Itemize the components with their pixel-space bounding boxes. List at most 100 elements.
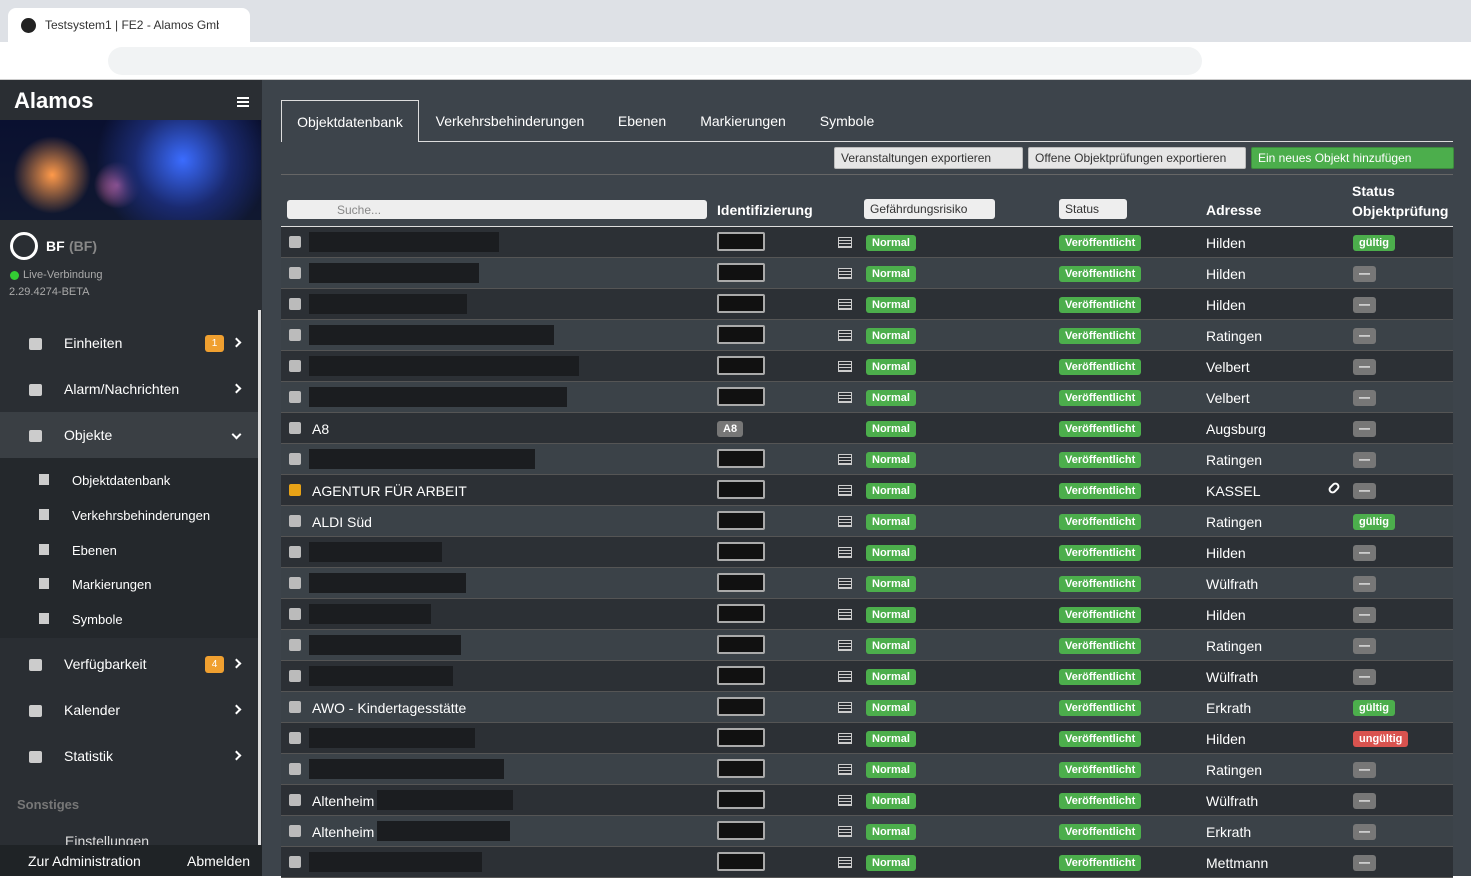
risk-badge: Normal xyxy=(866,390,916,406)
connection: Live-Verbindung xyxy=(23,269,103,281)
ident-redacted xyxy=(717,511,765,530)
object-name: A8 xyxy=(312,421,329,437)
table-row[interactable]: NormalVeröffentlichtHildengültig xyxy=(281,227,1453,258)
status-badge: Veröffentlicht xyxy=(1059,576,1141,592)
table-row[interactable]: NormalVeröffentlichtRatingen— xyxy=(281,320,1453,351)
table-row[interactable]: NormalVeröffentlichtMettmann— xyxy=(281,847,1453,878)
menu-badge: 1 xyxy=(205,335,224,352)
menu-item[interactable]: Statistik xyxy=(64,748,113,764)
risk-badge: Normal xyxy=(866,576,916,592)
banner-image xyxy=(0,120,261,220)
table-row[interactable]: AWO - KindertagesstätteNormalVeröffentli… xyxy=(281,692,1453,723)
submenu-item[interactable]: Verkehrsbehinderungen xyxy=(72,508,210,523)
tab[interactable]: Symbole xyxy=(803,100,891,142)
tab[interactable]: Verkehrsbehinderungen xyxy=(419,100,601,142)
status-badge: Veröffentlicht xyxy=(1059,638,1141,654)
menu-item[interactable]: Alarm/Nachrichten xyxy=(64,381,179,397)
table-row[interactable]: A8A8NormalVeröffentlichtAugsburg— xyxy=(281,413,1453,444)
check-badge: — xyxy=(1353,545,1376,561)
redacted xyxy=(309,542,442,562)
list-icon xyxy=(838,826,852,837)
menu-toggle[interactable] xyxy=(237,97,249,99)
address: Ratingen xyxy=(1206,328,1262,344)
check-badge: gültig xyxy=(1353,514,1395,530)
submenu-item[interactable]: Symbole xyxy=(72,612,123,627)
redacted xyxy=(377,790,513,810)
check-badge: — xyxy=(1353,266,1376,282)
redacted xyxy=(309,573,466,593)
tab-label: Objektdatenbank xyxy=(282,114,418,130)
toolbar-button[interactable]: Offene Objektprüfungen exportieren xyxy=(1028,147,1246,169)
submenu-icon xyxy=(39,613,49,624)
table-row[interactable]: NormalVeröffentlichtHildenungültig xyxy=(281,723,1453,754)
address: Ratingen xyxy=(1206,452,1262,468)
table-row[interactable]: NormalVeröffentlichtHilden— xyxy=(281,537,1453,568)
column-header[interactable]: Status xyxy=(1059,199,1127,219)
table-row[interactable]: NormalVeröffentlichtWülfrath— xyxy=(281,568,1453,599)
row-icon xyxy=(289,453,301,465)
admin-link[interactable]: Zur Administration xyxy=(28,853,141,869)
table-row[interactable]: NormalVeröffentlichtHilden— xyxy=(281,258,1453,289)
check-badge: — xyxy=(1353,576,1376,592)
list-icon xyxy=(838,578,852,589)
tab-label: Verkehrsbehinderungen xyxy=(419,113,601,129)
user-icon xyxy=(10,232,38,260)
row-icon xyxy=(289,825,301,837)
status-badge: Veröffentlicht xyxy=(1059,328,1141,344)
ident-redacted xyxy=(717,449,765,468)
ident-redacted xyxy=(717,573,765,592)
submenu-item[interactable]: Markierungen xyxy=(72,577,152,592)
submenu-item[interactable]: Objektdatenbank xyxy=(72,473,170,488)
table-row[interactable]: NormalVeröffentlichtRatingen— xyxy=(281,754,1453,785)
column-header[interactable]: Gefährdungsrisiko xyxy=(864,199,995,219)
table-row[interactable]: AltenheimNormalVeröffentlichtWülfrath— xyxy=(281,785,1453,816)
row-icon xyxy=(289,422,301,434)
list-icon xyxy=(838,454,852,465)
row-icon xyxy=(289,763,301,775)
table-row[interactable]: NormalVeröffentlichtRatingen— xyxy=(281,630,1453,661)
address: Hilden xyxy=(1206,607,1246,623)
redacted xyxy=(309,759,504,779)
search-box[interactable]: Suche... xyxy=(287,200,707,219)
tab[interactable]: Ebenen xyxy=(601,100,683,142)
address-bar[interactable] xyxy=(108,47,1202,75)
list-icon xyxy=(838,268,852,279)
risk-badge: Normal xyxy=(866,452,916,468)
ident-redacted xyxy=(717,263,765,282)
tab[interactable]: Objektdatenbank xyxy=(281,100,419,142)
tab[interactable]: Markierungen xyxy=(683,100,803,142)
object-name: Altenheim xyxy=(312,824,374,840)
list-icon xyxy=(838,702,852,713)
ident-redacted xyxy=(717,728,765,747)
sidebar-footer: Zur Administration Abmelden xyxy=(0,845,262,876)
chevron xyxy=(232,384,242,394)
toolbar-button[interactable]: Ein neues Objekt hinzufügen xyxy=(1251,147,1454,169)
link-icon[interactable] xyxy=(1327,481,1341,495)
settings-item[interactable]: Einstellungen xyxy=(65,833,149,845)
menu-item[interactable]: Verfügbarkeit xyxy=(64,656,147,672)
table-row[interactable]: NormalVeröffentlichtRatingen— xyxy=(281,444,1453,475)
toolbar-line xyxy=(281,174,1453,175)
menu-item[interactable]: Einheiten xyxy=(64,335,122,351)
browser-tab[interactable]: Testsystem1 | FE2 - Alamos GmbH xyxy=(8,8,250,42)
row-icon xyxy=(289,794,301,806)
menu-item[interactable]: Objekte xyxy=(64,427,112,443)
toolbar-button[interactable]: Veranstaltungen exportieren xyxy=(834,147,1023,169)
logout-link[interactable]: Abmelden xyxy=(187,853,250,869)
submenu-item[interactable]: Ebenen xyxy=(72,543,117,558)
check-badge: ungültig xyxy=(1353,731,1408,747)
table-row[interactable]: ALDI SüdNormalVeröffentlichtRatingengült… xyxy=(281,506,1453,537)
table-row[interactable]: NormalVeröffentlichtVelbert— xyxy=(281,382,1453,413)
table-row[interactable]: AGENTUR FÜR ARBEITNormalVeröffentlichtKA… xyxy=(281,475,1453,506)
status-badge: Veröffentlicht xyxy=(1059,762,1141,778)
check-badge: — xyxy=(1353,762,1376,778)
table-row[interactable]: AltenheimNormalVeröffentlichtErkrath— xyxy=(281,816,1453,847)
table-row[interactable]: NormalVeröffentlichtHilden— xyxy=(281,599,1453,630)
table-row[interactable]: NormalVeröffentlichtHilden— xyxy=(281,289,1453,320)
menu-item[interactable]: Kalender xyxy=(64,702,120,718)
user-suffix: (BF) xyxy=(69,238,97,254)
table-row[interactable]: NormalVeröffentlichtWülfrath— xyxy=(281,661,1453,692)
status-badge: Veröffentlicht xyxy=(1059,297,1141,313)
status-badge: Veröffentlicht xyxy=(1059,421,1141,437)
table-row[interactable]: NormalVeröffentlichtVelbert— xyxy=(281,351,1453,382)
